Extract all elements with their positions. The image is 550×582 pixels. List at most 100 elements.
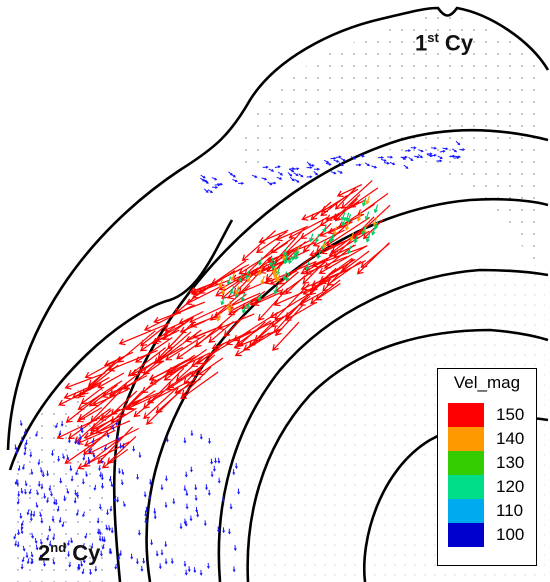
velocity-arrow	[81, 478, 85, 485]
velocity-arrow	[32, 511, 36, 518]
velocity-arrow	[214, 457, 217, 464]
velocity-arrow	[183, 518, 187, 525]
velocity-arrow	[35, 502, 39, 509]
legend-tick-label: 100	[496, 525, 525, 544]
velocity-arrow	[179, 523, 183, 530]
velocity-arrow	[148, 493, 152, 500]
velocity-arrow	[97, 372, 125, 389]
legend-swatch	[448, 475, 484, 499]
velocity-arrow	[165, 334, 206, 361]
velocity-arrow	[330, 156, 337, 160]
velocity-arrow	[238, 263, 268, 295]
velocity-arrow	[119, 442, 123, 449]
velocity-arrow	[135, 558, 139, 565]
velocity-arrow	[30, 551, 34, 558]
velocity-arrow	[203, 520, 207, 527]
velocity-arrow	[28, 488, 32, 495]
velocity-arrow	[119, 550, 123, 557]
velocity-arrow	[144, 511, 148, 518]
velocity-arrow	[189, 466, 193, 473]
velocity-arrow	[24, 488, 27, 495]
velocity-arrow	[158, 563, 162, 570]
velocity-arrow	[23, 428, 27, 435]
velocity-arrow	[93, 484, 97, 491]
velocity-arrow	[130, 390, 165, 405]
velocity-arrow	[189, 515, 193, 522]
velocity-arrow	[226, 300, 231, 310]
velocity-arrow	[163, 348, 208, 381]
velocity-arrow	[98, 529, 102, 536]
velocity-arrow	[357, 212, 362, 222]
velocity-arrow	[311, 258, 356, 287]
cylinder-outline	[145, 197, 549, 582]
velocity-arrow	[282, 271, 288, 281]
velocity-arrow	[82, 511, 85, 518]
velocity-arrow	[60, 420, 64, 427]
velocity-arrow	[116, 435, 120, 442]
velocity-arrow	[288, 168, 295, 173]
velocity-arrow	[110, 390, 138, 416]
velocity-arrow	[122, 375, 148, 389]
velocity-arrow	[89, 413, 126, 432]
velocity-arrow	[410, 146, 417, 150]
velocity-arrow	[88, 447, 92, 454]
velocity-arrow	[101, 543, 105, 550]
velocity-arrow	[150, 539, 154, 546]
velocity-arrow	[140, 322, 170, 347]
velocity-arrow	[38, 554, 42, 561]
velocity-arrow	[98, 503, 102, 510]
velocity-arrow	[85, 471, 88, 478]
velocity-arrow	[36, 489, 39, 496]
velocity-arrow	[265, 249, 295, 281]
velocity-arrow	[314, 234, 320, 243]
velocity-arrow	[309, 233, 314, 243]
velocity-arrow	[248, 321, 274, 347]
velocity-arrow	[313, 171, 318, 176]
legend-tick-label: 150	[496, 405, 525, 424]
velocity-arrow	[121, 442, 125, 449]
velocity-arrow	[318, 245, 368, 274]
velocity-arrow	[302, 254, 332, 285]
velocity-arrow	[200, 174, 206, 179]
velocity-arrow	[137, 529, 141, 536]
velocity-arrow	[120, 479, 124, 486]
velocity-arrow	[16, 541, 20, 548]
velocity-arrow	[258, 267, 263, 277]
velocity-arrow	[130, 553, 134, 560]
velocity-arrow	[306, 175, 313, 179]
velocity-arrow	[377, 156, 385, 160]
velocity-arrow	[403, 164, 409, 169]
velocity-arrow	[210, 458, 214, 465]
velocity-arrow	[238, 273, 243, 283]
velocity-arrow	[252, 291, 283, 306]
velocity-arrow	[353, 204, 391, 240]
velocity-arrow	[341, 217, 346, 227]
velocity-arrow	[82, 557, 86, 564]
velocity-arrow	[74, 489, 78, 496]
velocity-arrow	[167, 354, 196, 374]
velocity-arrow	[257, 292, 263, 302]
velocity-arrow	[355, 163, 362, 167]
legend-tick-label: 110	[496, 501, 524, 520]
velocity-arrow	[216, 313, 221, 322]
velocity-arrow	[246, 273, 252, 283]
velocity-arrow	[58, 517, 62, 524]
velocity-arrow	[103, 351, 134, 367]
velocity-arrow	[437, 155, 443, 159]
velocity-arrow	[100, 457, 104, 464]
velocity-arrow	[315, 283, 341, 301]
velocity-arrow	[381, 158, 387, 162]
velocity-arrow	[153, 508, 157, 515]
velocity-arrow	[82, 454, 86, 461]
velocity-arrow	[207, 489, 211, 496]
velocity-arrow	[187, 566, 191, 573]
velocity-arrow	[269, 293, 310, 318]
velocity-arrow	[14, 540, 18, 547]
velocity-arrow	[77, 380, 123, 410]
velocity-arrow	[340, 212, 346, 222]
velocity-arrow	[336, 184, 363, 198]
velocity-arrow	[17, 529, 21, 536]
velocity-arrow	[46, 534, 50, 541]
velocity-arrow	[94, 565, 98, 572]
velocity-arrow	[323, 159, 330, 164]
